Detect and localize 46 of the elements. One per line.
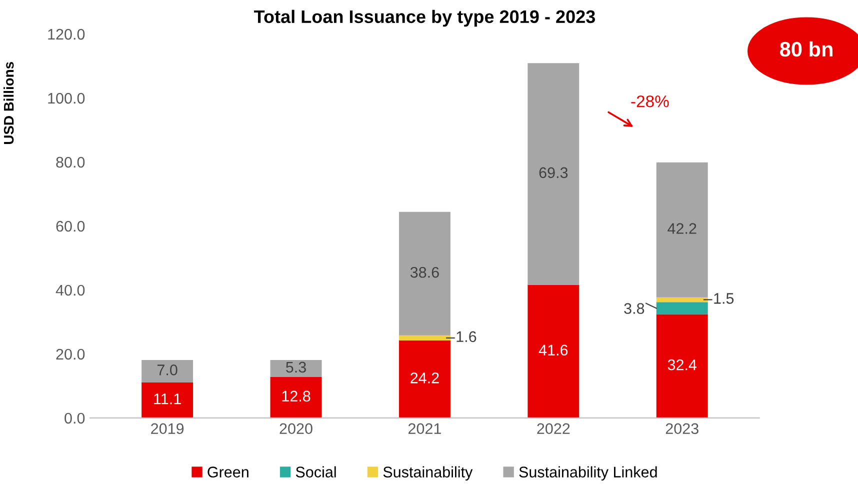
bar [656,314,708,418]
y-tick-label: 40.0 [56,284,85,296]
bar [656,162,708,298]
bar [656,297,708,302]
data-label: 24.2 [410,372,439,384]
bar [398,335,450,341]
x-tick-label: 2019 [151,423,184,434]
bar [270,377,322,418]
data-label: 41.6 [538,344,568,356]
data-label: 1.5 [714,293,734,304]
x-tick-label: 2022 [537,423,570,434]
bar [656,302,708,314]
data-label: 12.8 [282,390,310,402]
y-tick-label: 20.0 [56,348,85,360]
bar [528,63,580,285]
legend-label: Social [296,466,336,478]
legend-label: Sustainability [383,466,473,481]
y-tick-label: 60.0 [56,220,85,232]
bar [398,212,450,336]
annotation: -28% [631,95,669,108]
bar [528,284,580,418]
data-label: 3.8 [624,303,644,314]
y-axis-title: USD Billions [4,62,14,144]
data-label: 1.6 [456,331,476,342]
x-tick-label: 2023 [666,423,698,434]
data-label: 32.4 [668,359,697,370]
chart-title: Total Loan Issuance by type 2019 - 2023 [254,10,596,27]
y-tick-label: 100.0 [48,92,85,104]
data-label: 11.1 [154,394,181,404]
y-tick-label: 120.0 [48,28,85,40]
data-label: 5.3 [286,362,306,373]
data-label: 69.3 [539,167,568,178]
data-label: 38.6 [410,266,439,278]
legend-label: Sustainability Linked [519,466,657,481]
bar [142,382,194,418]
bar [142,360,194,382]
data-label: 7.0 [157,364,178,376]
x-tick-label: 2020 [280,423,312,434]
legend-label: Green [208,466,248,478]
y-tick-label: 80.0 [56,156,85,168]
bar [270,360,322,378]
y-tick-label: 0.0 [64,412,85,424]
data-label: 42.2 [668,223,696,234]
x-tick-label: 2021 [408,423,441,434]
text: 80 bn [780,41,832,57]
bar [398,340,450,418]
